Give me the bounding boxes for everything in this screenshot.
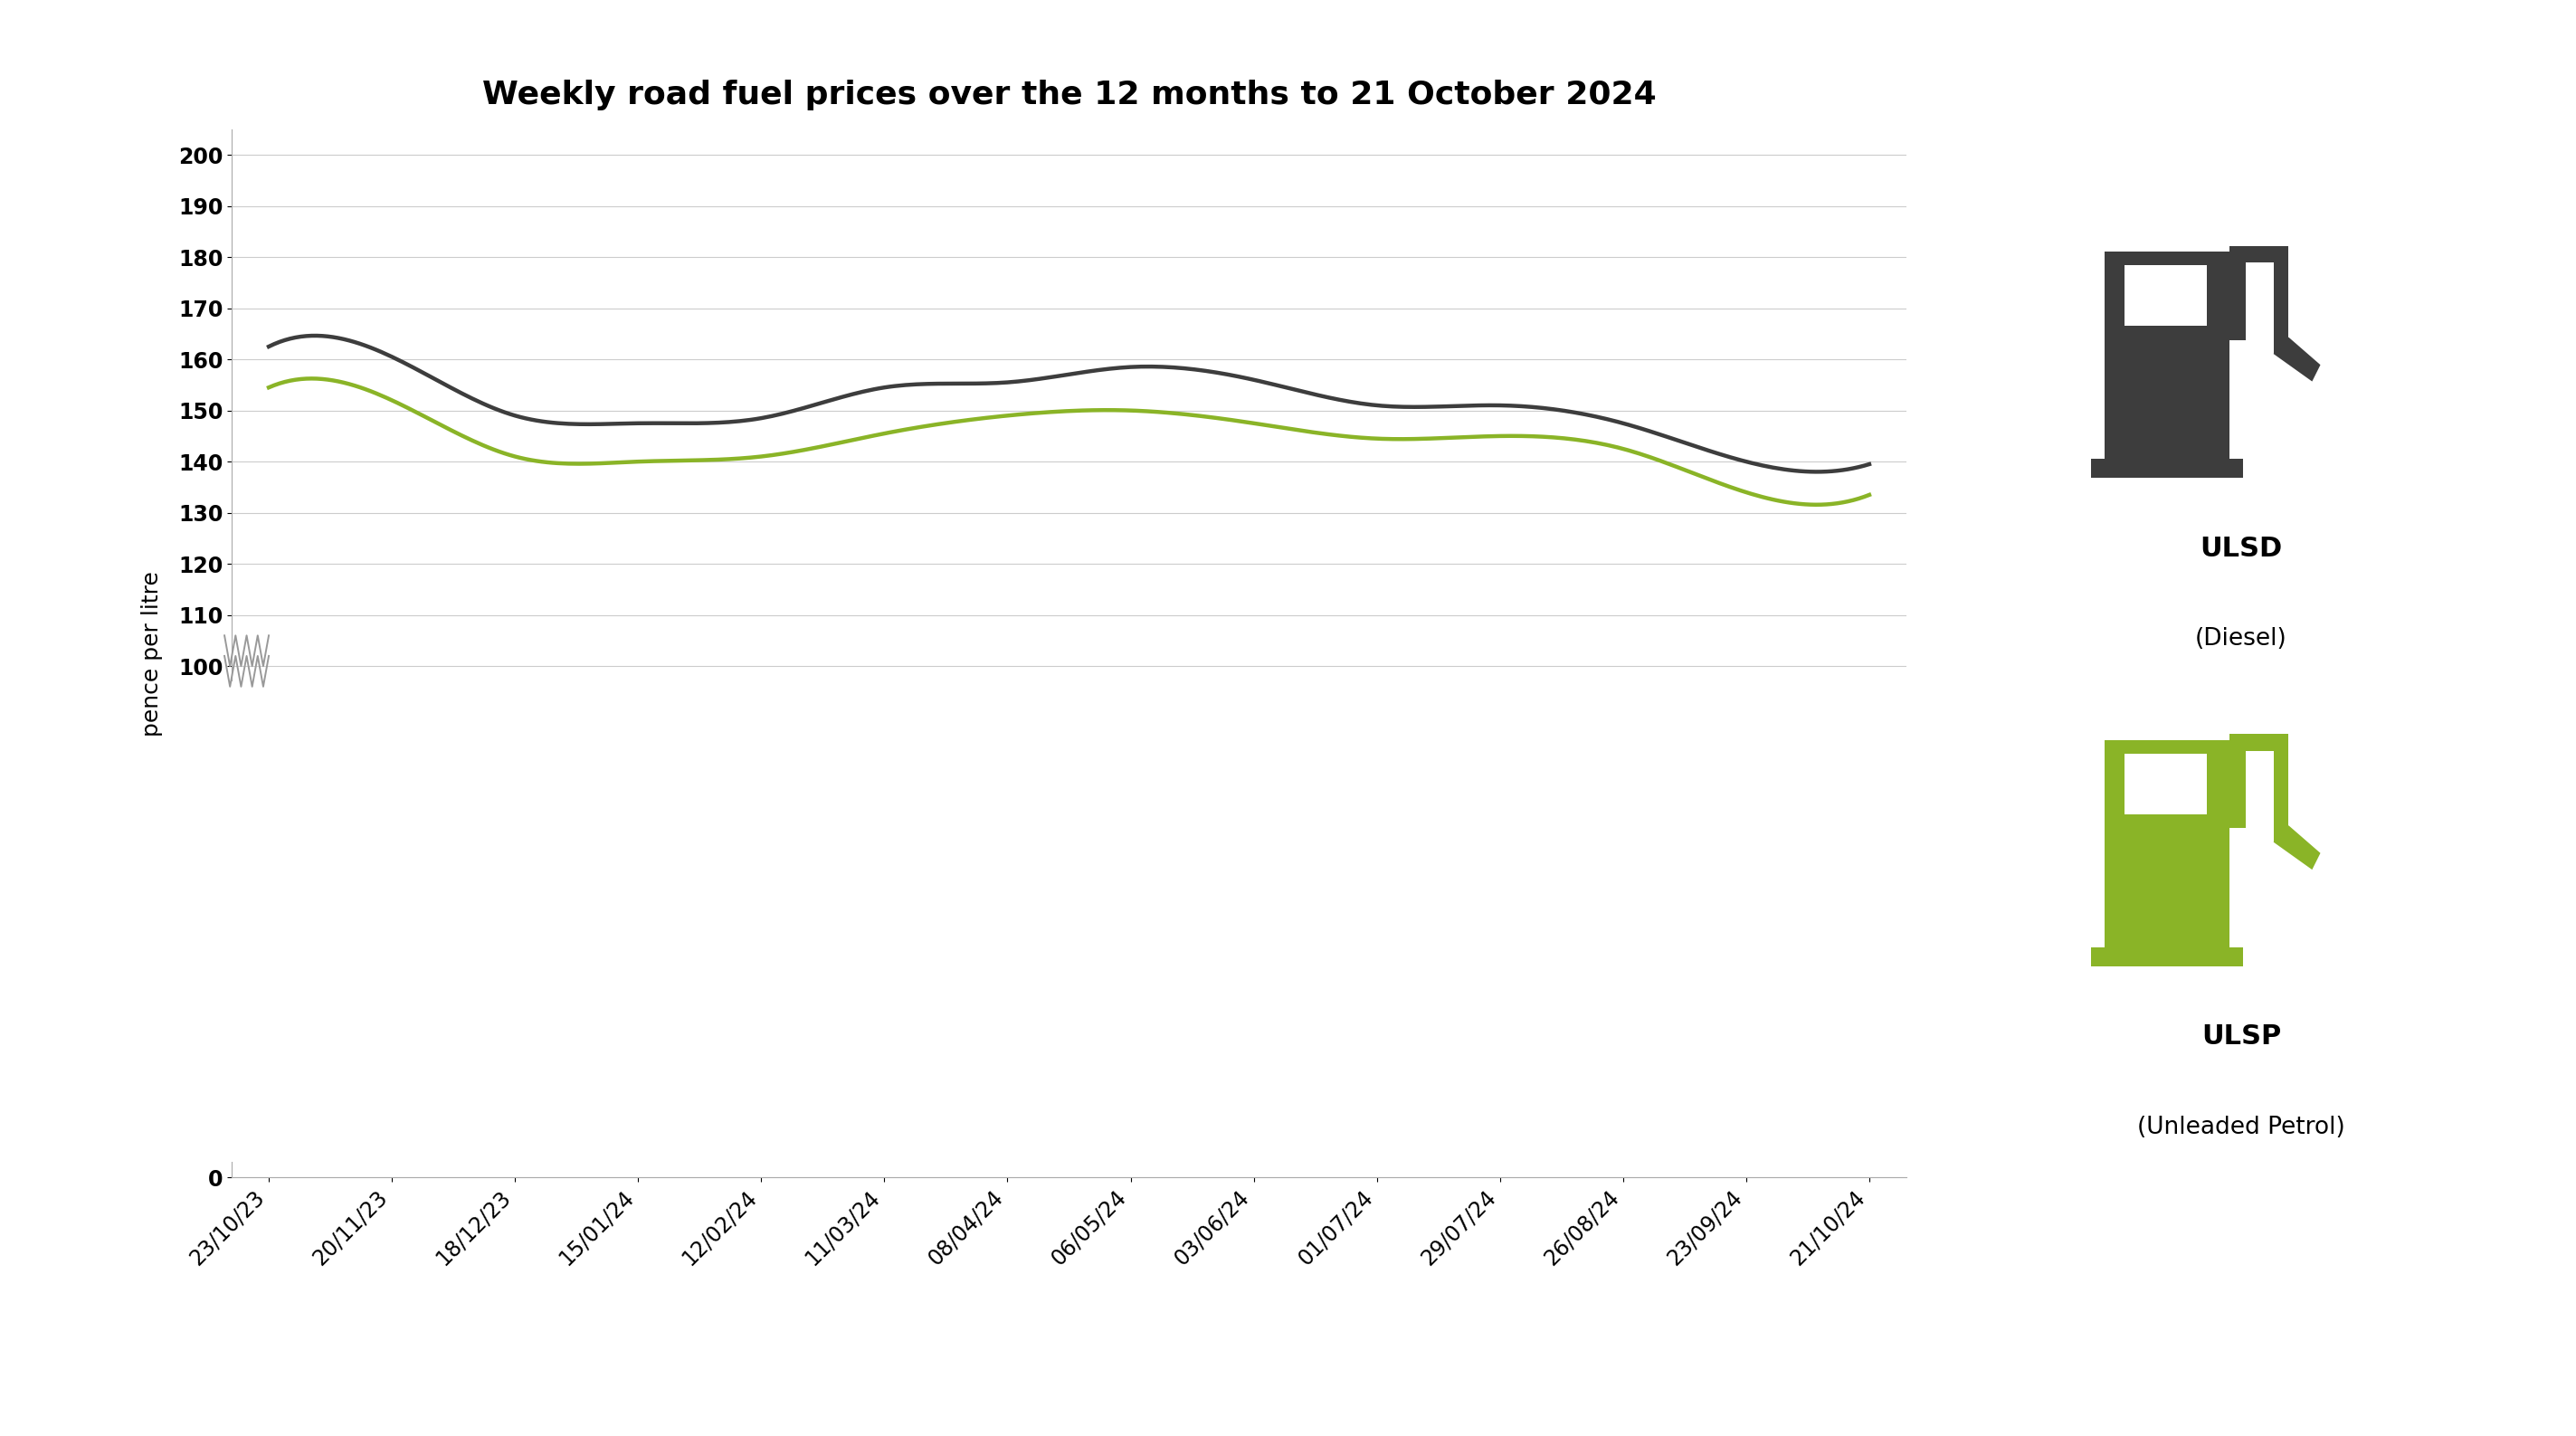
Text: ULSP: ULSP [2202,1024,2280,1050]
Y-axis label: pence per litre: pence per litre [142,570,162,737]
Polygon shape [2275,337,2321,382]
Bar [2228,734,2285,751]
Bar [2228,740,2246,829]
Text: (Unleaded Petrol): (Unleaded Petrol) [2138,1116,2344,1139]
Bar [201,682,268,1162]
Title: Weekly road fuel prices over the 12 months to 21 October 2024: Weekly road fuel prices over the 12 mont… [482,79,1656,111]
Bar [2228,246,2285,263]
Polygon shape [2275,826,2321,870]
Bar [2275,246,2287,353]
Bar [2275,734,2287,841]
Bar [2092,948,2244,966]
Bar [2228,251,2246,340]
Bar [2105,251,2228,460]
Bar [2125,754,2208,814]
Text: ULSD: ULSD [2200,536,2282,561]
Bar [2125,266,2208,326]
Bar [2105,740,2228,948]
Bar [2092,460,2244,478]
Text: (Diesel): (Diesel) [2195,628,2287,651]
